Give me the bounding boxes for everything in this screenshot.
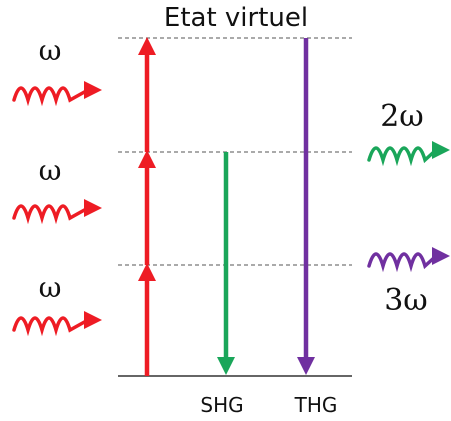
wave-icon-2	[12, 204, 90, 225]
incoming-photon-3: ω	[12, 271, 102, 337]
incoming-photon-2: ω	[12, 154, 102, 225]
omega-label-1: ω	[39, 34, 62, 67]
omega-label-2: ω	[39, 154, 62, 187]
arrowhead-icon-1	[84, 81, 102, 99]
incoming-photon-1: ω	[12, 34, 102, 107]
green-wave-icon	[367, 146, 438, 167]
purple-wave-icon	[367, 252, 438, 273]
omega-label-3: ω	[39, 271, 62, 304]
wave-icon-1	[12, 86, 90, 107]
label-2omega: 2ω	[380, 99, 424, 134]
arrowhead-icon-3	[84, 311, 102, 329]
diagram-title: Etat virtuel	[164, 3, 308, 33]
outgoing-photon-2omega: 2ω	[367, 99, 450, 167]
arrowhead-icon-2	[84, 199, 102, 217]
label-3omega: 3ω	[384, 283, 428, 318]
thg-label: THG	[294, 393, 338, 417]
shg-label: SHG	[200, 393, 243, 417]
wave-icon-3	[12, 316, 90, 337]
purple-arrowhead-icon	[432, 247, 450, 265]
outgoing-photon-3omega: 3ω	[367, 247, 450, 318]
green-arrowhead-icon	[432, 141, 450, 159]
